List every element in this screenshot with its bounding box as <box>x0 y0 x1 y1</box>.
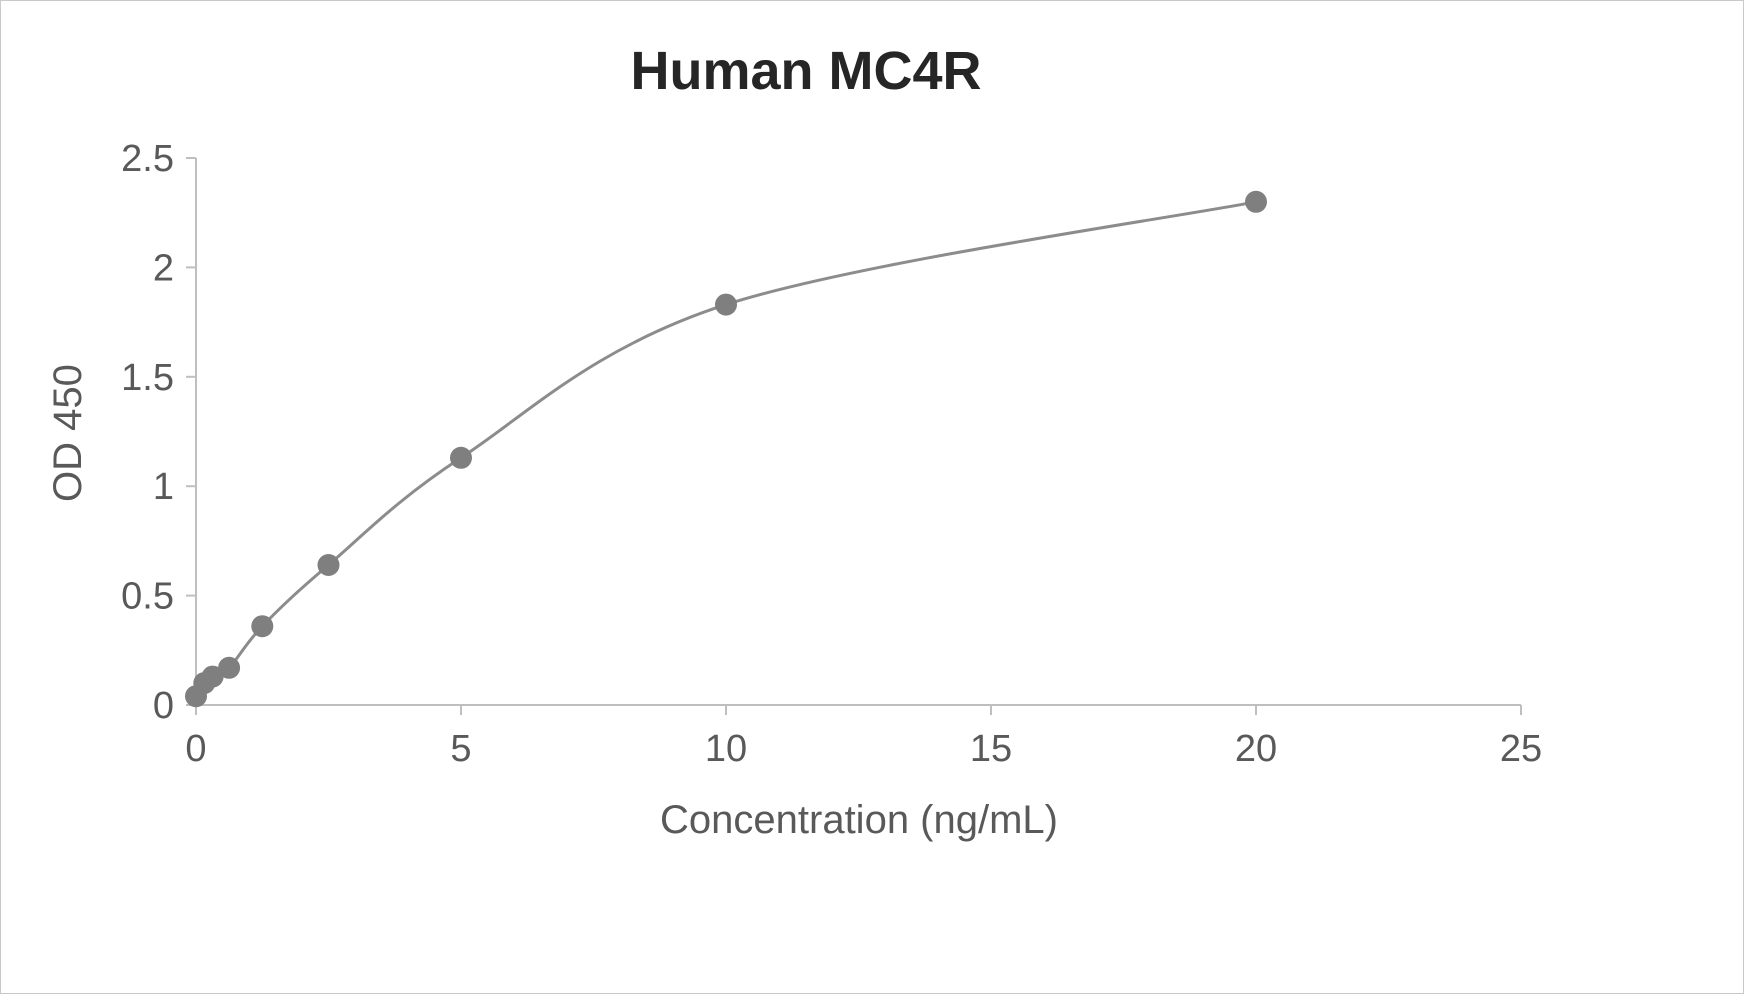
x-tick-label: 25 <box>1500 728 1542 770</box>
data-point-marker <box>715 293 737 316</box>
y-tick-label: 0 <box>153 685 174 727</box>
y-tick-label: 2.5 <box>121 138 174 180</box>
x-tick-label: 0 <box>185 728 206 770</box>
y-tick-label: 0.5 <box>121 576 174 618</box>
x-tick-label: 15 <box>970 728 1012 770</box>
data-point-marker <box>317 554 340 576</box>
chart-title: Human MC4R <box>630 41 981 101</box>
data-point-marker <box>201 665 224 688</box>
y-axis-title: OD 450 <box>46 364 90 502</box>
x-tick-label: 5 <box>450 728 471 770</box>
y-tick-label: 1 <box>153 466 174 508</box>
data-point-marker <box>1245 190 1267 213</box>
y-tick-label: 2 <box>153 247 174 289</box>
y-tick-label: 1.5 <box>121 357 174 399</box>
data-point-marker <box>218 656 241 679</box>
x-axis-title: Concentration (ng/mL) <box>660 798 1058 842</box>
x-tick-label: 20 <box>1235 728 1277 770</box>
series-line <box>194 200 1258 698</box>
data-point-marker <box>251 615 274 638</box>
data-point-marker <box>450 446 472 469</box>
x-tick-label: 10 <box>705 728 747 770</box>
